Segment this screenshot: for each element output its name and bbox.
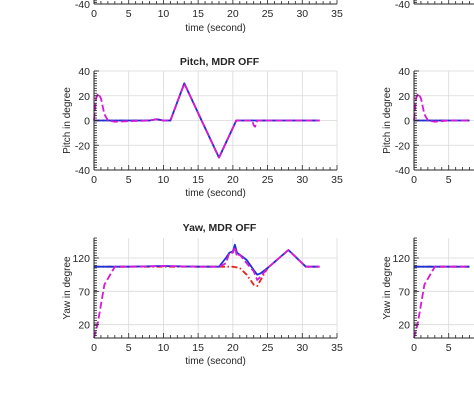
chart-panel-3: -40: [395, 0, 474, 11]
x-tick-label: 5: [126, 342, 132, 354]
y-tick-label: 20: [78, 91, 90, 103]
y-tick-label: 40: [398, 66, 410, 78]
y-tick-label: -20: [75, 140, 90, 152]
x-tick-label: 0: [411, 342, 417, 354]
chart-panel-5: 0 5 120 70 20 Yaw in degree: [382, 237, 474, 354]
y-tick-label: 70: [78, 286, 90, 298]
x-tick-label: 5: [446, 342, 452, 354]
x-axis-label: time (second): [185, 188, 246, 199]
series-line-blue: [94, 243, 320, 276]
y-tick-label: 120: [392, 253, 410, 265]
y-axis-label: Pitch in degree: [382, 87, 393, 154]
x-tick-label: 10: [158, 8, 170, 20]
y-axis-label: Yaw in degree: [382, 256, 393, 320]
x-tick-label: 35: [331, 174, 343, 186]
y-tick-label: 120: [72, 253, 90, 265]
y-tick-label: -20: [395, 140, 410, 152]
x-tick-label: 20: [227, 8, 239, 20]
y-axis-label: Yaw in degree: [62, 256, 73, 320]
y-tick-label: 0: [84, 116, 90, 128]
chart-panel-2: 0 5 10 15 20 25 30 35 120 70 20 Yaw, MDR OFF time (s…: [62, 222, 343, 367]
y-tick-label: 40: [78, 66, 90, 78]
x-tick-label: 25: [262, 8, 274, 20]
x-tick-label: 35: [331, 8, 343, 20]
chart-panel-0: 0 5 10 15 20 25 30 35 -40 time (second): [75, 0, 343, 34]
y-tick-label: 0: [404, 116, 410, 128]
series-line-red: [94, 249, 320, 287]
x-axis-label: time (second): [185, 356, 246, 367]
series-line-magenta: [413, 92, 470, 123]
chart-title: Yaw, MDR OFF: [183, 222, 257, 234]
y-axis-label: Pitch in degree: [62, 87, 73, 154]
x-tick-label: 10: [158, 342, 170, 354]
y-tick-label: 70: [398, 286, 410, 298]
chart-panel-1: 0 5 10 15 20 25 30 35 40 20 0 -20 -40 Pitch, MDR OFF t…: [62, 56, 343, 199]
x-tick-label: 20: [227, 174, 239, 186]
x-tick-label: 15: [192, 8, 204, 20]
chart-title: Pitch, MDR OFF: [180, 56, 260, 68]
y-tick-label: 20: [78, 320, 90, 332]
x-tick-label: 0: [411, 174, 417, 186]
x-tick-label: 25: [262, 342, 274, 354]
series-line-magenta: [413, 265, 470, 339]
series-line-magenta: [93, 82, 320, 159]
x-axis-label: time (second): [185, 23, 246, 34]
x-tick-label: 0: [91, 8, 97, 20]
x-tick-label: 5: [126, 8, 132, 20]
x-tick-label: 30: [296, 8, 308, 20]
x-tick-label: 5: [446, 174, 452, 186]
y-tick-label: -40: [75, 165, 90, 177]
y-tick-label: -40: [75, 0, 90, 11]
y-tick-label: 20: [398, 91, 410, 103]
x-tick-label: 25: [262, 174, 274, 186]
x-tick-label: 0: [91, 342, 97, 354]
x-tick-label: 30: [296, 342, 308, 354]
x-tick-label: 30: [296, 174, 308, 186]
x-tick-label: 10: [158, 174, 170, 186]
x-tick-label: 15: [192, 342, 204, 354]
y-tick-label: -40: [395, 165, 410, 177]
series-line-magenta: [93, 245, 320, 339]
x-tick-label: 20: [227, 342, 239, 354]
x-tick-label: 5: [126, 174, 132, 186]
y-tick-label: -40: [395, 0, 410, 11]
x-tick-label: 35: [331, 342, 343, 354]
y-tick-label: 20: [398, 320, 410, 332]
x-tick-label: 15: [192, 174, 204, 186]
x-tick-label: 0: [91, 174, 97, 186]
